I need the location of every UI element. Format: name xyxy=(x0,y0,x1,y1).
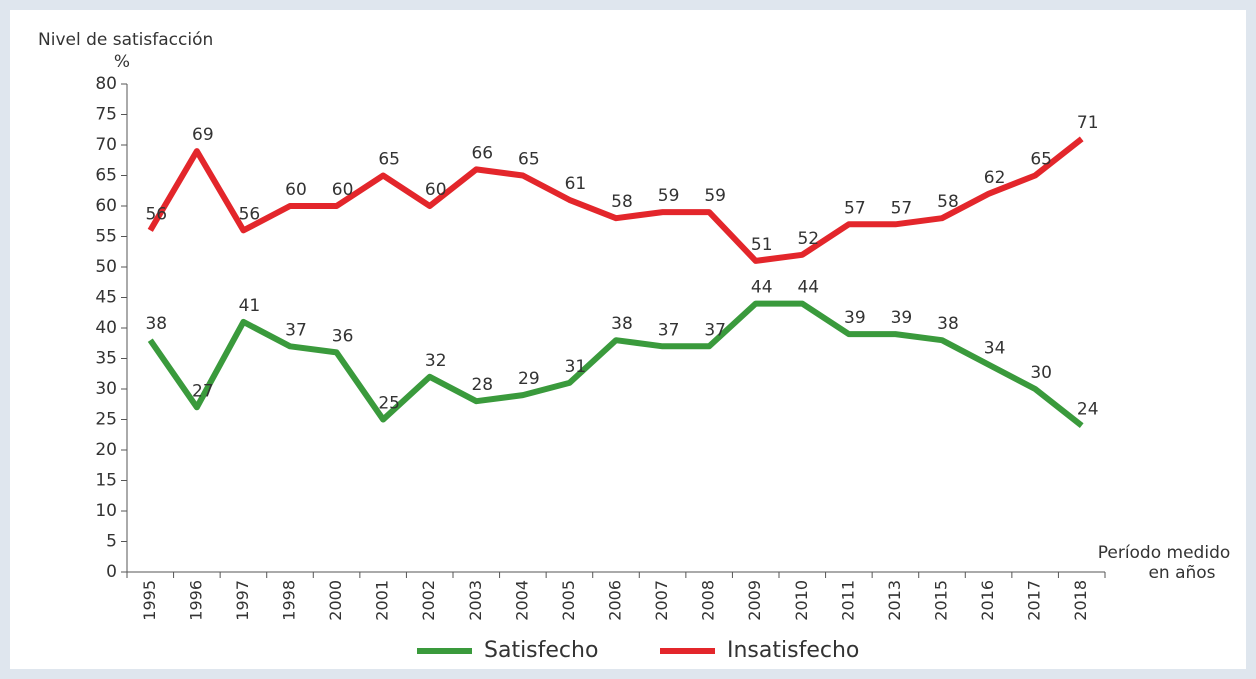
x-tick-label: 2015 xyxy=(932,580,951,621)
data-label: 32 xyxy=(425,351,447,371)
data-label: 59 xyxy=(704,186,726,206)
data-label: 38 xyxy=(145,314,167,334)
data-label: 52 xyxy=(797,229,819,249)
legend-label: Insatisfecho xyxy=(727,638,859,663)
data-label: 56 xyxy=(239,204,261,224)
y-tick-label: 50 xyxy=(95,257,117,277)
data-label: 58 xyxy=(937,192,959,212)
data-label: 44 xyxy=(751,278,773,298)
y-tick-label: 60 xyxy=(95,196,117,216)
data-label: 51 xyxy=(751,235,773,255)
data-label: 60 xyxy=(285,180,307,200)
x-tick-label: 2016 xyxy=(978,580,997,621)
x-tick-label: 2018 xyxy=(1071,580,1090,621)
y-tick-label: 40 xyxy=(95,318,117,338)
data-label: 71 xyxy=(1077,113,1099,133)
y-tick-label: 10 xyxy=(95,501,117,521)
data-label: 41 xyxy=(239,296,261,316)
data-label: 39 xyxy=(844,308,866,328)
data-label: 27 xyxy=(192,381,214,401)
data-label: 37 xyxy=(704,320,726,340)
data-label: 60 xyxy=(425,180,447,200)
y-tick-label: 30 xyxy=(95,379,117,399)
y-tick-label: 45 xyxy=(95,288,117,308)
data-label: 65 xyxy=(518,150,540,170)
data-label: 56 xyxy=(145,204,167,224)
data-label: 37 xyxy=(285,320,307,340)
x-tick-label: 1995 xyxy=(140,580,159,621)
y-unit: % xyxy=(114,52,130,72)
x-tick-label: 2017 xyxy=(1025,580,1044,621)
x-tick-label: 2007 xyxy=(652,580,671,621)
y-tick-label: 25 xyxy=(95,410,117,430)
data-label: 28 xyxy=(471,375,493,395)
x-tick-label: 2006 xyxy=(606,580,625,621)
data-label: 31 xyxy=(565,357,587,377)
data-label: 66 xyxy=(471,143,493,163)
data-label: 37 xyxy=(658,320,680,340)
data-label: 36 xyxy=(332,326,354,346)
data-label: 59 xyxy=(658,186,680,206)
data-label: 24 xyxy=(1077,400,1099,420)
x-axis-label: Período medido xyxy=(1098,543,1231,563)
data-label: 65 xyxy=(1030,150,1052,170)
x-tick-label: 2002 xyxy=(419,580,438,621)
data-label: 38 xyxy=(937,314,959,334)
x-tick-label: 1996 xyxy=(186,580,205,621)
x-tick-label: 2011 xyxy=(838,580,857,621)
x-tick-label: 1998 xyxy=(280,580,299,621)
data-label: 69 xyxy=(192,125,214,145)
y-tick-label: 55 xyxy=(95,227,117,247)
x-tick-label: 2009 xyxy=(745,580,764,621)
y-tick-label: 80 xyxy=(95,74,117,94)
data-label: 39 xyxy=(891,308,913,328)
y-tick-label: 75 xyxy=(95,105,117,125)
data-label: 65 xyxy=(378,150,400,170)
x-axis-label: en años xyxy=(1148,563,1215,583)
data-label: 61 xyxy=(565,174,587,194)
data-label: 44 xyxy=(797,278,819,298)
x-tick-label: 2010 xyxy=(792,580,811,621)
x-tick-label: 2008 xyxy=(699,580,718,621)
data-label: 29 xyxy=(518,369,540,389)
y-tick-label: 0 xyxy=(106,562,117,582)
data-label: 34 xyxy=(984,339,1006,359)
data-label: 62 xyxy=(984,168,1006,188)
y-tick-label: 70 xyxy=(95,135,117,155)
y-tick-label: 5 xyxy=(106,532,117,552)
data-label: 38 xyxy=(611,314,633,334)
x-tick-label: 2000 xyxy=(326,580,345,621)
x-tick-label: 2013 xyxy=(885,580,904,621)
y-tick-label: 15 xyxy=(95,471,117,491)
data-label: 25 xyxy=(378,394,400,414)
data-label: 58 xyxy=(611,192,633,212)
y-tick-label: 35 xyxy=(95,349,117,369)
series-line xyxy=(147,136,1084,264)
y-axis-label: Nivel de satisfacción xyxy=(38,30,213,50)
x-tick-label: 2001 xyxy=(373,580,392,621)
data-label: 60 xyxy=(332,180,354,200)
series-line xyxy=(147,300,1084,428)
y-tick-label: 65 xyxy=(95,166,117,186)
data-label: 57 xyxy=(844,198,866,218)
x-tick-label: 2004 xyxy=(512,580,531,621)
data-label: 57 xyxy=(891,198,913,218)
x-tick-label: 2003 xyxy=(466,580,485,621)
x-tick-label: 2005 xyxy=(559,580,578,621)
legend-label: Satisfecho xyxy=(484,638,598,663)
data-label: 30 xyxy=(1030,363,1052,383)
y-tick-label: 20 xyxy=(95,440,117,460)
x-tick-label: 1997 xyxy=(233,580,252,621)
